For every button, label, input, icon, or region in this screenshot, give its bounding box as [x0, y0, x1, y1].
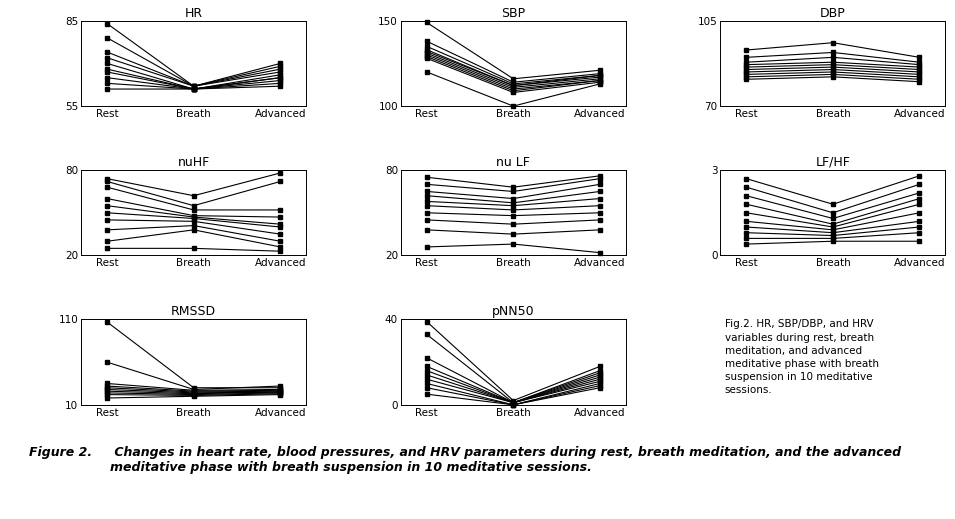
Title: SBP: SBP [501, 7, 525, 20]
Text: Changes in heart rate, blood pressures, and HRV parameters during rest, breath m: Changes in heart rate, blood pressures, … [110, 446, 901, 474]
Title: HR: HR [184, 7, 202, 20]
Title: RMSSD: RMSSD [171, 305, 216, 318]
Title: nu LF: nu LF [497, 156, 530, 169]
Text: Figure 2.: Figure 2. [29, 446, 92, 459]
Title: LF/HF: LF/HF [816, 156, 850, 169]
Text: Fig.2. HR, SBP/DBP, and HRV
variables during rest, breath
meditation, and advanc: Fig.2. HR, SBP/DBP, and HRV variables du… [725, 320, 879, 395]
Title: pNN50: pNN50 [492, 305, 535, 318]
Title: nuHF: nuHF [178, 156, 210, 169]
Title: DBP: DBP [820, 7, 846, 20]
